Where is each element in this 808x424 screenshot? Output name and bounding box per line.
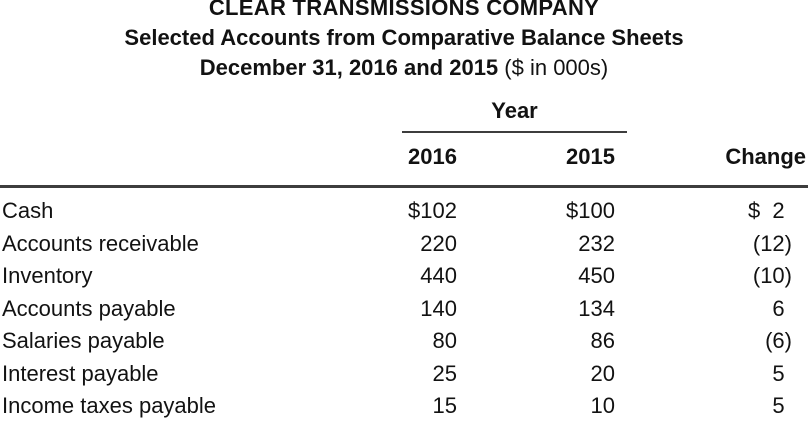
value-change: (6) <box>765 328 792 353</box>
account-label: Accounts payable <box>2 295 176 321</box>
column-header-2015: 2015 <box>566 144 615 169</box>
value-2015: 10 <box>590 393 615 418</box>
table-row: Accounts payable 140 134 6 <box>0 293 808 326</box>
table-row: Income taxes payable 15 10 5 <box>0 390 808 423</box>
date-line: December 31, 2016 and 2015 ($ in 000s) <box>0 56 808 80</box>
account-label: Income taxes payable <box>2 393 217 418</box>
table-row: Accounts receivable 220 232 (12) <box>0 228 808 261</box>
value-2016: 25 <box>432 360 457 386</box>
value-2016: 15 <box>432 393 457 418</box>
units-note: ($ in 000s) <box>498 55 609 80</box>
value-change: 5 <box>772 393 785 418</box>
value-2015: $100 <box>566 198 615 223</box>
account-label: Accounts receivable <box>2 230 199 256</box>
value-2016: 80 <box>432 328 457 353</box>
column-header-2016: 2016 <box>408 144 457 169</box>
header-rule <box>0 185 808 188</box>
value-2015: 134 <box>578 295 615 321</box>
table-body: Cash $102 $100 $ 2 Accounts receivable 2… <box>0 195 808 423</box>
value-2015: 86 <box>590 328 615 353</box>
table-row: Interest payable 25 20 5 <box>0 358 808 391</box>
value-2015: 20 <box>590 360 615 386</box>
value-2015: 232 <box>578 230 615 256</box>
column-header-row: 2016 2015 Change <box>0 144 808 170</box>
statement-title: Selected Accounts from Comparative Balan… <box>124 25 684 50</box>
value-change: 6 <box>772 295 785 321</box>
value-2016: 140 <box>420 295 457 321</box>
account-label: Salaries payable <box>2 328 165 353</box>
value-change: (12) <box>752 230 792 256</box>
date-line-text: December 31, 2016 and 2015 <box>199 55 499 80</box>
table-row: Cash $102 $100 $ 2 <box>0 195 808 228</box>
year-group-header: Year <box>402 99 627 133</box>
year-group-label: Year <box>491 98 538 123</box>
account-label: Interest payable <box>2 360 159 386</box>
account-label: Cash <box>2 198 54 223</box>
value-2015: 450 <box>578 263 615 288</box>
column-header-accounts <box>0 144 310 170</box>
value-change: 5 <box>772 360 785 386</box>
value-2016: 440 <box>420 263 457 288</box>
value-2016: $102 <box>408 198 457 223</box>
value-change: $ 2 <box>747 198 785 223</box>
value-change: (10) <box>752 263 792 288</box>
account-label: Inventory <box>2 263 93 288</box>
value-2016: 220 <box>420 230 457 256</box>
table-row: Inventory 440 450 (10) <box>0 260 808 293</box>
company-name: CLEAR TRANSMISSIONS COMPANY <box>208 0 600 20</box>
column-header-change: Change <box>725 144 806 169</box>
table-row: Salaries payable 80 86 (6) <box>0 325 808 358</box>
